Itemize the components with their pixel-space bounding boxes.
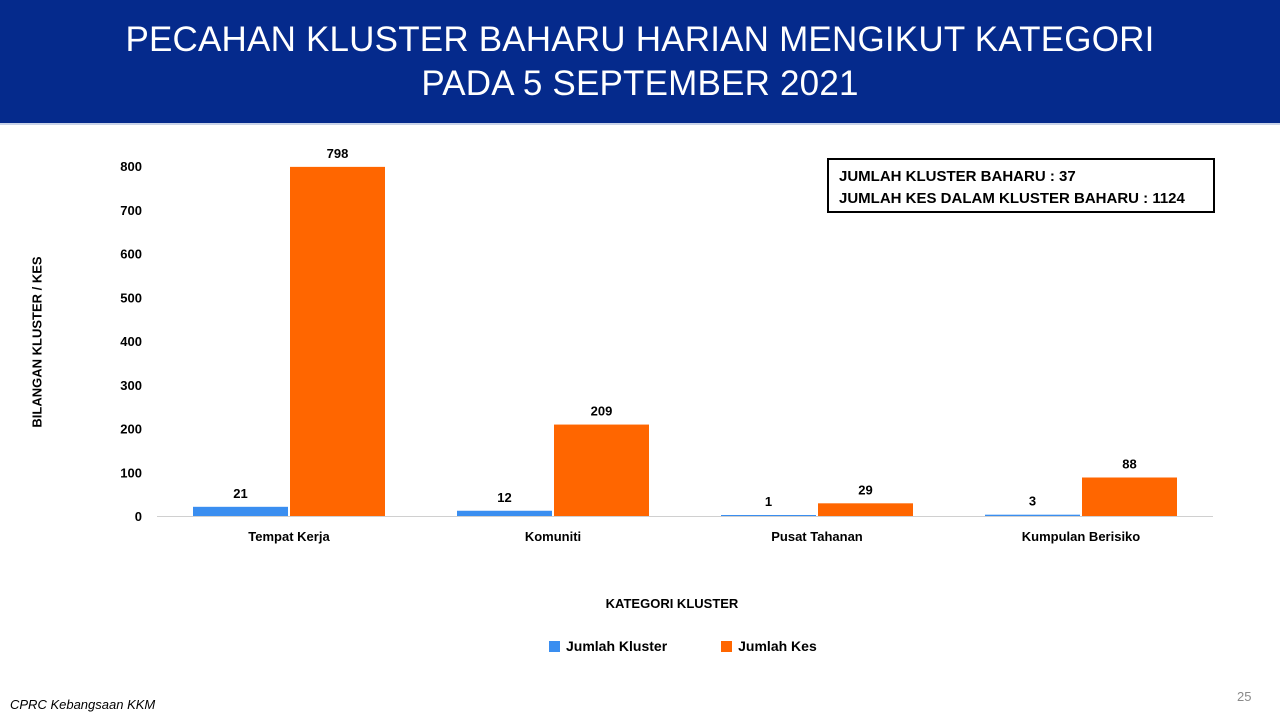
bar-jumlah-kluster-komuniti (457, 510, 552, 516)
y-tick-label-300: 300 (120, 378, 142, 393)
summary-box: JUMLAH KLUSTER BAHARU : 37 JUMLAH KES DA… (827, 158, 1215, 213)
y-tick-label-200: 200 (120, 422, 142, 437)
y-tick-label-800: 800 (120, 159, 142, 174)
bar-jumlah-kluster-tempat-kerja (193, 506, 288, 516)
y-tick-label-400: 400 (120, 334, 142, 349)
legend-item-jumlah-kes: Jumlah Kes (721, 638, 817, 654)
bar-jumlah-kes-pusat-tahanan (818, 503, 913, 516)
x-tick-label-komuniti: Komuniti (525, 529, 581, 544)
bar-jumlah-kes-komuniti (554, 424, 649, 516)
legend-label-jumlah-kes: Jumlah Kes (738, 638, 817, 654)
data-label-jumlah-kes-pusat-tahanan: 29 (858, 482, 872, 497)
y-tick-label-700: 700 (120, 203, 142, 218)
data-label-jumlah-kes-komuniti: 209 (591, 404, 613, 419)
title-line-2: PADA 5 SEPTEMBER 2021 (421, 63, 859, 103)
legend-label-jumlah-kluster: Jumlah Kluster (566, 638, 668, 654)
x-axis-label: KATEGORI KLUSTER (605, 596, 739, 611)
data-label-jumlah-kluster-pusat-tahanan: 1 (765, 494, 772, 509)
banner-divider (0, 123, 1280, 125)
data-label-jumlah-kluster-komuniti: 12 (497, 490, 511, 505)
y-tick-label-600: 600 (120, 247, 142, 262)
legend-swatch-jumlah-kes (721, 640, 733, 652)
x-tick-label-tempat-kerja: Tempat Kerja (248, 529, 330, 544)
y-axis-label: BILANGAN KLUSTER / KES (29, 256, 45, 428)
page-number: 25 (1237, 689, 1252, 704)
title-banner: PECAHAN KLUSTER BAHARU HARIAN MENGIKUT K… (0, 0, 1280, 123)
data-label-jumlah-kes-kumpulan-berisiko: 88 (1122, 457, 1136, 472)
x-tick-label-kumpulan-berisiko: Kumpulan Berisiko (1022, 529, 1141, 544)
bar-jumlah-kluster-kumpulan-berisiko (985, 514, 1080, 516)
source-credit: CPRC Kebangsaan KKM (10, 697, 156, 712)
title-line-1: PECAHAN KLUSTER BAHARU HARIAN MENGIKUT K… (125, 19, 1155, 59)
summary-total-clusters: JUMLAH KLUSTER BAHARU : 37 (839, 168, 1076, 185)
y-tick-label-100: 100 (120, 465, 142, 480)
data-label-jumlah-kluster-tempat-kerja: 21 (233, 486, 247, 501)
legend: Jumlah Kluster Jumlah Kes (549, 638, 871, 654)
data-label-jumlah-kes-tempat-kerja: 798 (327, 146, 349, 161)
bar-jumlah-kluster-pusat-tahanan (721, 515, 816, 516)
bar-jumlah-kes-kumpulan-berisiko (1082, 477, 1177, 516)
y-tick-label-0: 0 (135, 509, 142, 524)
legend-swatch-jumlah-kluster (549, 640, 560, 652)
legend-item-jumlah-kluster: Jumlah Kluster (549, 638, 667, 654)
bar-jumlah-kes-tempat-kerja (290, 166, 385, 516)
x-tick-label-pusat-tahanan: Pusat Tahanan (771, 529, 863, 544)
data-label-jumlah-kluster-kumpulan-berisiko: 3 (1029, 494, 1036, 509)
y-tick-label-500: 500 (120, 290, 142, 305)
summary-total-cases: JUMLAH KES DALAM KLUSTER BAHARU : 1124 (839, 190, 1185, 207)
